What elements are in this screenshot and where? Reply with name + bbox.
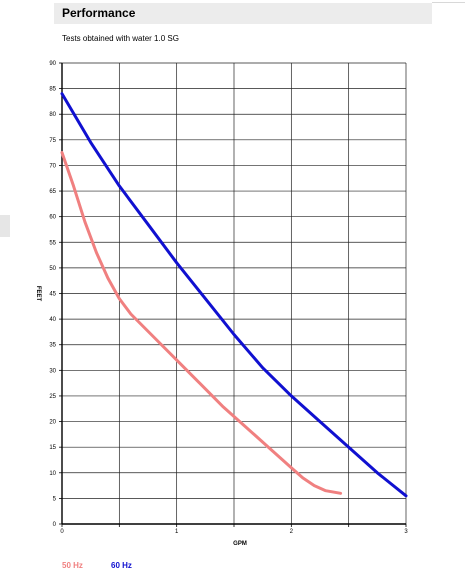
y-tick-label: 85 (49, 87, 56, 93)
legend-50hz: 50 Hz (62, 561, 83, 570)
y-tick-label: 80 (49, 112, 56, 118)
y-tick-label: 35 (49, 343, 56, 349)
series-line-50hz (60, 151, 343, 495)
chart-subtitle: Tests obtained with water 1.0 SG (62, 34, 179, 43)
header-bar (54, 3, 432, 24)
y-tick-label: 65 (49, 189, 56, 195)
y-tick-label: 0 (53, 522, 57, 528)
y-tick-label: 45 (49, 292, 56, 298)
y-tick-label: 75 (49, 138, 56, 144)
y-tick-label: 30 (49, 368, 56, 374)
legend-60hz: 60 Hz (111, 561, 132, 570)
y-tick-label: 25 (49, 394, 56, 400)
y-tick-label: 10 (49, 471, 56, 477)
y-tick-label: 40 (49, 317, 56, 323)
y-tick-label: 90 (49, 61, 56, 67)
y-tick-label: 60 (49, 215, 56, 221)
y-tick-label: 20 (49, 420, 56, 426)
y-axis-label: FEET (35, 286, 41, 302)
y-tick-label: 50 (49, 266, 56, 272)
y-tick-label: 55 (49, 240, 56, 246)
y-tick-label: 70 (49, 163, 56, 169)
page-title: Performance (62, 6, 136, 20)
top-divider (432, 2, 465, 3)
series-line-60hz (60, 92, 408, 498)
x-axis-label: GPM (233, 541, 247, 547)
x-tick-label: 3 (404, 529, 408, 535)
side-tab (0, 215, 10, 237)
x-tick-label: 1 (175, 529, 179, 535)
x-tick-label: 0 (60, 529, 64, 535)
y-tick-label: 5 (53, 496, 57, 502)
y-tick-label: 15 (49, 445, 56, 451)
x-tick-label: 2 (290, 529, 294, 535)
